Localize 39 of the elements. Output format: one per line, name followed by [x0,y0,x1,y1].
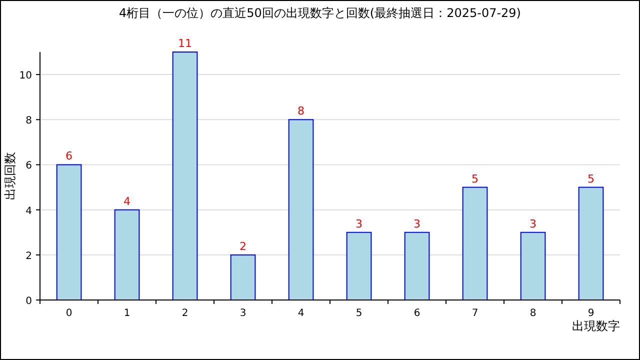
y-tick-label: 6 [26,160,32,172]
bar [172,52,198,300]
bar [462,186,488,300]
y-tick-label: 8 [26,116,32,127]
data-label: 3 [356,217,362,230]
y-tick-label: 2 [26,250,32,262]
data-label: 2 [240,240,246,253]
bar [404,232,430,300]
data-label: 5 [588,172,594,186]
x-tick-label: 7 [472,308,478,319]
x-tick-label: 5 [356,308,362,319]
x-tick-label: 2 [182,308,188,319]
bar [56,164,82,300]
x-tick-label: 4 [298,308,304,319]
x-tick-label: 1 [124,308,130,319]
data-label: 3 [414,217,420,230]
bar [578,186,604,300]
bar [230,254,256,300]
x-tick-label: 8 [530,308,536,319]
data-label: 3 [530,217,536,230]
y-axis-title: 出現回数 [3,152,17,200]
y-tick-label: 4 [26,206,32,217]
data-label: 4 [124,194,130,208]
bar [114,209,140,300]
bar [346,232,372,300]
bar [520,232,546,300]
x-tick-label: 6 [414,308,420,319]
data-label: 6 [66,150,72,163]
x-tick-label: 3 [240,308,246,319]
data-label: 8 [298,104,304,118]
x-tick-label: 0 [66,308,72,319]
x-tick-label: 9 [588,308,594,319]
data-label: 11 [178,37,192,50]
x-axis-title: 出現数字 [572,319,620,333]
bar [288,119,314,300]
chart-title: 4桁目（一の位）の直近50回の出現数字と回数(最終抽選日：2025-07-29) [118,6,522,20]
y-tick-label: 10 [19,70,32,82]
y-tick-label: 0 [26,296,32,307]
data-label: 5 [472,172,478,186]
